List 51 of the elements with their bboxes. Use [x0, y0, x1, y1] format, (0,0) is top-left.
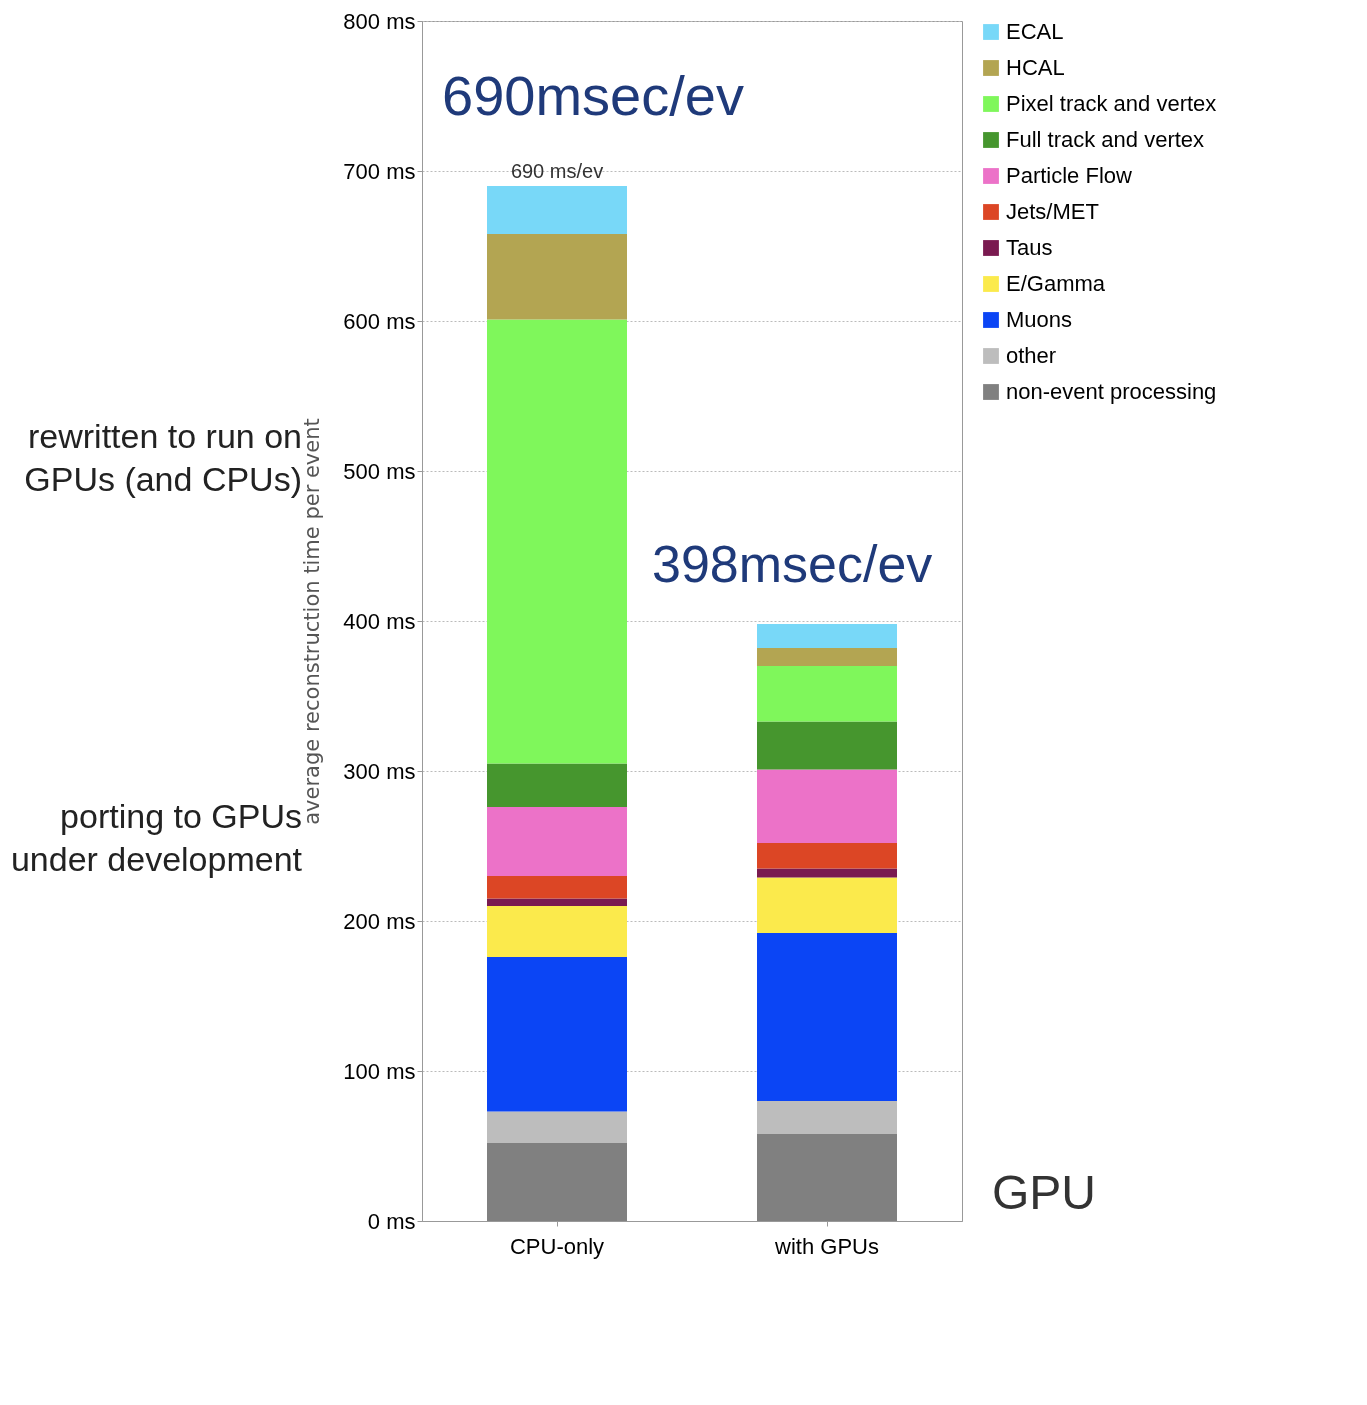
bar: [487, 807, 627, 876]
annotation: 398msec/ev: [652, 535, 933, 593]
bar: [487, 957, 627, 1112]
annotation: 690msec/ev: [442, 64, 744, 127]
bar: [757, 843, 897, 869]
y-tick-label: 600 ms: [343, 308, 416, 334]
bar: [757, 1101, 897, 1134]
legend-label: Full track and vertex: [1006, 127, 1205, 152]
legend-label: Taus: [1006, 235, 1053, 260]
text: rewritten to run on GPUs (and CPUs): [24, 417, 302, 498]
bar: [757, 877, 897, 933]
bar: [487, 1143, 627, 1221]
bar: [487, 906, 627, 957]
x-tick-label: with GPUs: [774, 1233, 879, 1259]
legend-label: other: [1006, 343, 1057, 368]
y-tick-label: 100 ms: [343, 1058, 416, 1084]
bar: [487, 898, 627, 906]
bar: [487, 763, 627, 807]
bar: [757, 933, 897, 1101]
bar: [487, 234, 627, 320]
y-tick-label: 700 ms: [343, 158, 416, 184]
annotation: 690 ms/ev: [510, 160, 604, 182]
bar: [757, 868, 897, 878]
bar: [487, 1111, 627, 1143]
y-tick-label: 300 ms: [343, 758, 416, 784]
text: porting to GPUs under development: [10, 797, 303, 878]
y-tick-label: 200 ms: [343, 908, 416, 934]
bar: [757, 1134, 897, 1221]
bar: [757, 721, 897, 770]
y-tick-label: 400 ms: [343, 608, 416, 634]
x-tick-label: CPU-only: [509, 1233, 605, 1259]
legend-label: E/Gamma: [1006, 271, 1106, 296]
bar: [487, 876, 627, 899]
bar: [487, 319, 627, 764]
bar: [757, 666, 897, 722]
legend-label: Muons: [1006, 307, 1073, 332]
y-tick-label: 800 ms: [343, 8, 416, 34]
text: GPU: [992, 1166, 1097, 1219]
bar: [757, 769, 897, 843]
legend-label: ECAL: [1006, 19, 1064, 44]
legend-label: Pixel track and vertex: [1006, 91, 1217, 116]
y-axis-title: average reconstruction time per event: [300, 418, 325, 825]
legend-label: Jets/MET: [1006, 199, 1099, 224]
bar: [487, 186, 627, 234]
bar: [757, 648, 897, 666]
legend-label: Particle Flow: [1006, 163, 1133, 188]
bar: [757, 624, 897, 648]
legend-label: HCAL: [1006, 55, 1065, 80]
y-tick-label: 0 ms: [367, 1208, 416, 1234]
y-tick-label: 500 ms: [343, 458, 416, 484]
legend-label: non-event processing: [1006, 379, 1217, 404]
